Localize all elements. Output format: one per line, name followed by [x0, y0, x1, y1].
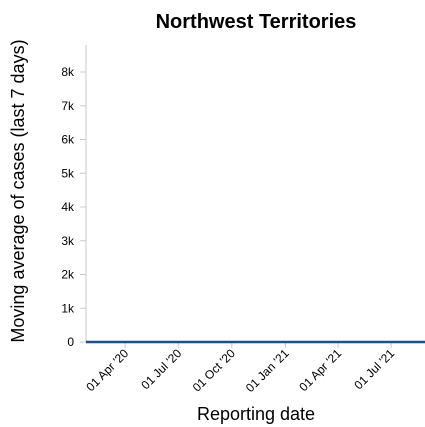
- y-tick-label: 4k: [61, 200, 75, 214]
- chart-title: Northwest Territories: [156, 11, 357, 33]
- y-tick-label: 6k: [61, 133, 75, 147]
- x-tick-label: 01 Jul '20: [138, 346, 184, 392]
- x-axis-label: Reporting date: [197, 404, 315, 424]
- y-axis: 0 1k 2k 3k 4k 5k 6k 7k 8k: [61, 45, 87, 349]
- y-axis-ticks: 0 1k 2k 3k 4k 5k 6k 7k 8k: [61, 65, 86, 349]
- x-axis-ticks: 01 Apr '20 01 Jul '20 01 Oct '20 01 Jan '21…: [83, 342, 398, 395]
- y-axis-label: Moving average of cases (last 7 days): [8, 39, 28, 342]
- x-tick-label: 01 Apr '20: [83, 346, 131, 394]
- y-tick-label: 7k: [61, 99, 75, 113]
- x-tick-label: 01 Oct '20: [190, 346, 239, 395]
- y-tick-label: 2k: [61, 268, 75, 282]
- x-tick-label: 01 Jul '21: [351, 346, 397, 392]
- x-tick-label: 01 Jan '21: [243, 346, 292, 395]
- x-axis: 01 Apr '20 01 Jul '20 01 Oct '20 01 Jan '21…: [83, 341, 425, 395]
- x-tick-label: 01 Apr '21: [296, 346, 344, 394]
- y-tick-label: 1k: [61, 301, 75, 315]
- y-tick-label: 3k: [61, 234, 75, 248]
- y-tick-label: 0: [67, 335, 74, 349]
- y-tick-label: 5k: [61, 166, 75, 180]
- y-tick-label: 8k: [61, 65, 75, 79]
